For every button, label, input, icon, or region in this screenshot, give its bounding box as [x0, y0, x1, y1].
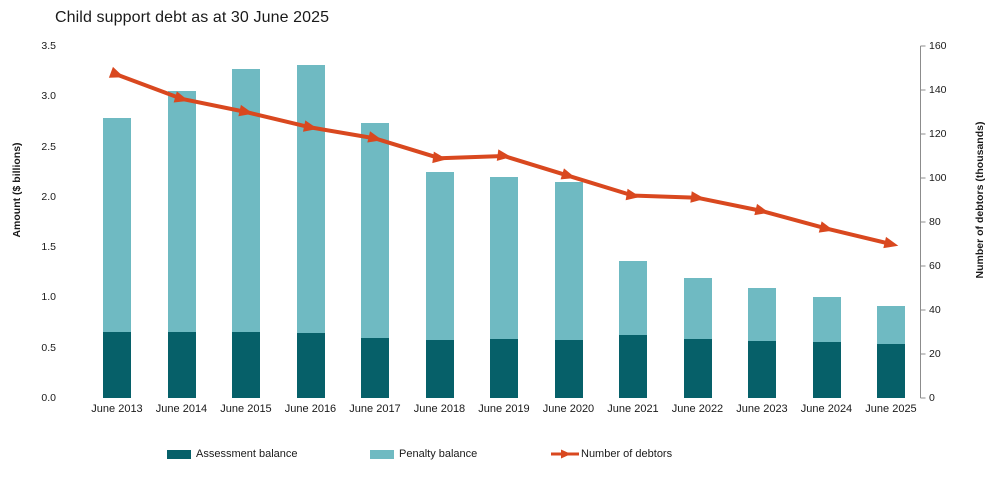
legend-item-penalty: Penalty balance — [370, 447, 477, 461]
x-label-june-2025: June 2025 — [865, 403, 917, 415]
x-label-june-2024: June 2024 — [800, 403, 853, 415]
legend-label-penalty: Penalty balance — [399, 448, 478, 460]
assessment-bar-segment-june-2023 — [748, 340, 776, 398]
penalty-bar-segment-june-2016 — [296, 65, 325, 333]
left-tick-1.0: 1.0 — [41, 291, 56, 304]
assessment-bar-segment-june-2018 — [425, 339, 454, 398]
x-label-june-2022: June 2022 — [671, 403, 724, 415]
penalty-swatch-icon — [370, 449, 394, 459]
assessment-bar-segment-june-2024 — [812, 341, 841, 398]
debtor-marker-june-2024 — [818, 221, 834, 233]
assessment-bar-segment-june-2020 — [554, 339, 583, 398]
debtor-marker-june-2013 — [108, 66, 125, 78]
x-label-june-2019: June 2019 — [478, 403, 530, 415]
penalty-bar-segment-june-2021 — [619, 261, 647, 335]
left-tick-3.0: 3.0 — [41, 90, 56, 103]
right-tick-140: 140 — [929, 84, 947, 96]
penalty-bar-segment-june-2015 — [232, 69, 260, 332]
right-tick-120: 120 — [929, 128, 947, 140]
legend-label-debtors: Number of debtors — [581, 448, 673, 460]
debtor-marker-june-2025 — [883, 236, 899, 249]
x-label-june-2017: June 2017 — [349, 403, 401, 415]
left-tick-1.5: 1.5 — [41, 241, 56, 254]
left-tick-2.0: 2.0 — [41, 190, 56, 203]
penalty-bar-segment-june-2013 — [103, 118, 131, 332]
penalty-bar-segment-june-2025 — [877, 306, 905, 344]
assessment-swatch-icon — [167, 449, 191, 459]
assessment-bar-segment-june-2021 — [619, 334, 647, 398]
left-tick-0.5: 0.5 — [41, 341, 56, 354]
penalty-bar-segment-june-2020 — [554, 181, 583, 340]
right-axis-title: Number of debtors (thousands) — [974, 121, 986, 279]
legend-item-assessment: Assessment balance — [167, 447, 298, 461]
penalty-bar-segment-june-2023 — [748, 288, 776, 341]
right-tick-0: 0 — [929, 392, 935, 404]
penalty-bar-segment-june-2017 — [361, 123, 389, 338]
left-tick-3.5: 3.5 — [41, 40, 56, 52]
x-label-june-2021: June 2021 — [607, 403, 659, 415]
right-tick-60: 60 — [929, 260, 941, 272]
x-label-june-2018: June 2018 — [413, 403, 466, 415]
assessment-bar-segment-june-2017 — [361, 337, 389, 398]
left-tick-0.0: 0.0 — [41, 392, 56, 404]
debtor-marker-june-2023 — [754, 203, 770, 216]
assessment-bar-segment-june-2016 — [296, 332, 325, 398]
right-tick-100: 100 — [929, 172, 947, 184]
x-label-june-2015: June 2015 — [220, 403, 272, 415]
debtor-marker-june-2022 — [690, 191, 705, 203]
legend-label-assessment: Assessment balance — [196, 448, 298, 460]
assessment-bar-segment-june-2015 — [232, 331, 260, 398]
x-label-june-2013: June 2013 — [91, 403, 143, 415]
penalty-bar-segment-june-2024 — [812, 297, 841, 342]
right-tick-80: 80 — [929, 216, 941, 228]
debtor-marker-june-2018 — [432, 151, 447, 164]
assessment-bar-segment-june-2014 — [167, 331, 196, 398]
x-label-june-2016: June 2016 — [284, 403, 337, 415]
assessment-bar-segment-june-2019 — [490, 338, 518, 398]
debtor-marker-june-2019 — [496, 149, 512, 161]
assessment-bar-segment-june-2022 — [683, 338, 712, 398]
debtors-line-swatch-icon — [551, 449, 579, 459]
x-label-june-2023: June 2023 — [736, 403, 788, 415]
left-tick-2.5: 2.5 — [41, 140, 56, 153]
penalty-bar-segment-june-2022 — [683, 278, 712, 339]
penalty-bar-segment-june-2014 — [167, 91, 196, 332]
right-tick-20: 20 — [929, 348, 941, 360]
penalty-bar-segment-june-2018 — [425, 171, 454, 340]
penalty-bar-segment-june-2019 — [490, 176, 518, 339]
assessment-bar-segment-june-2025 — [877, 343, 905, 398]
right-tick-160: 160 — [929, 40, 947, 52]
debtor-marker-june-2021 — [625, 188, 641, 201]
x-label-june-2020: June 2020 — [542, 403, 595, 415]
x-label-june-2014: June 2014 — [155, 403, 208, 415]
legend-item-debtors: Number of debtors — [551, 447, 672, 461]
assessment-bar-segment-june-2013 — [103, 331, 131, 398]
chart-title: Child support debt as at 30 June 2025 — [55, 9, 330, 26]
right-tick-40: 40 — [929, 304, 941, 316]
